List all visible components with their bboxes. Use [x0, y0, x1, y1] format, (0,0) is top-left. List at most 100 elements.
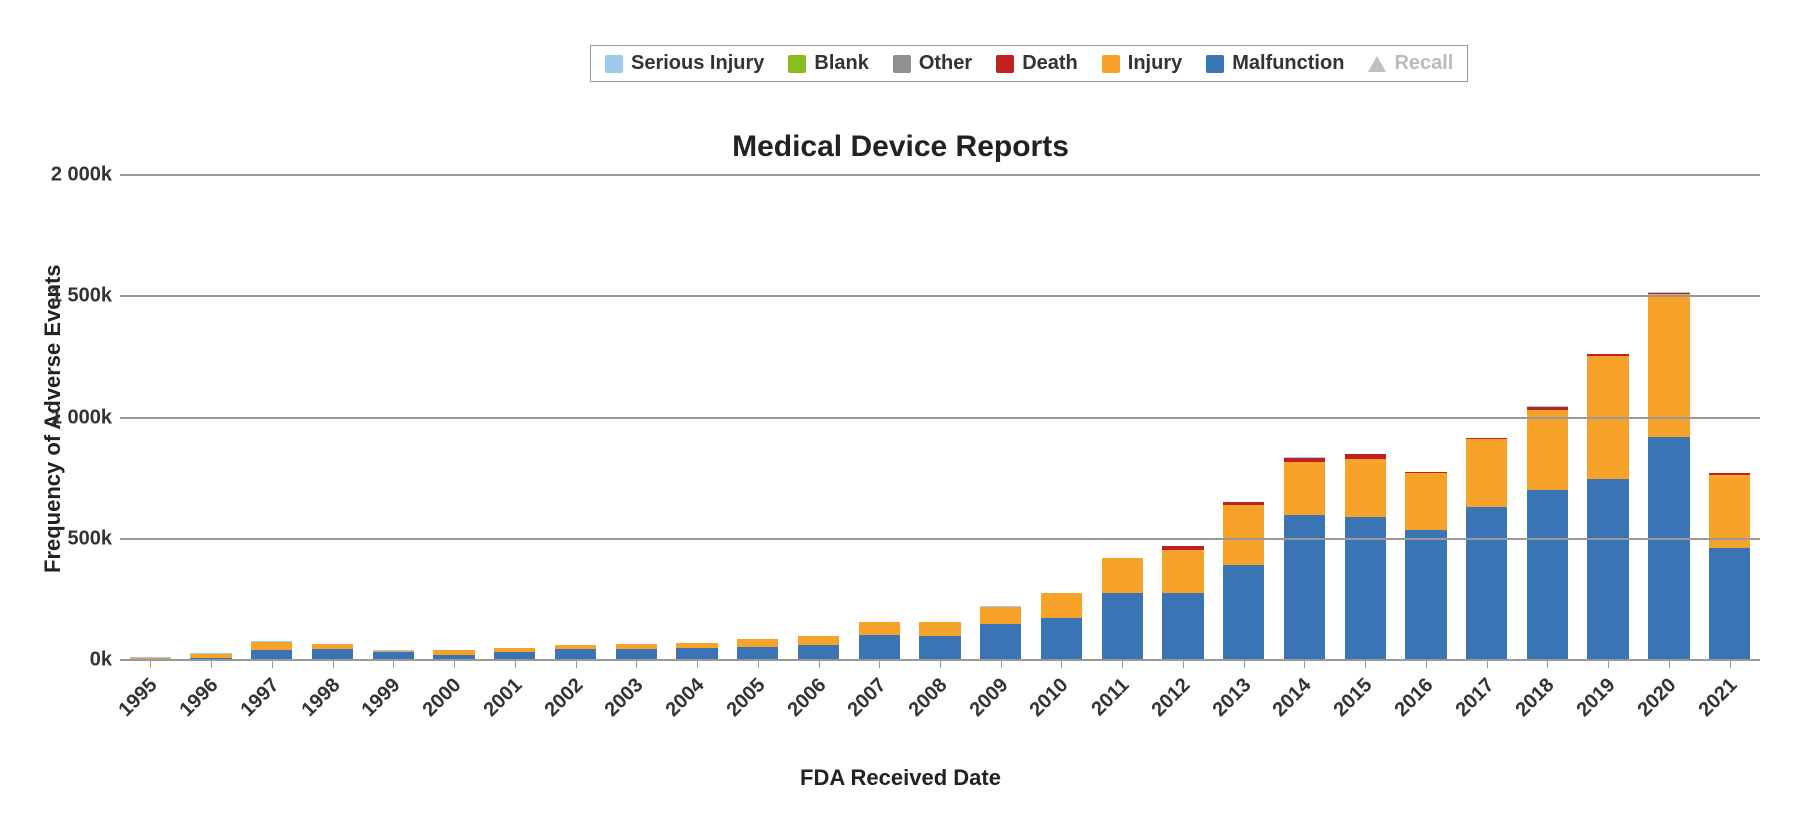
x-tick-label: 1997 — [236, 674, 284, 722]
bar-2010[interactable] — [1041, 593, 1082, 660]
bar-2021[interactable] — [1709, 473, 1750, 660]
bar-2008[interactable] — [919, 622, 960, 660]
bar-2007[interactable] — [859, 622, 900, 660]
bar-2018[interactable] — [1527, 406, 1568, 660]
x-tick-label: 2004 — [662, 674, 710, 722]
bar-segment-malfunction — [1284, 515, 1325, 661]
legend-label: Other — [919, 52, 972, 75]
x-tick-mark — [1365, 660, 1366, 668]
bar-2020[interactable] — [1648, 292, 1689, 660]
plot-area: 0k500k1 000k1 500k2 000k1995199619971998… — [120, 175, 1760, 660]
bar-segment-malfunction — [1648, 437, 1689, 660]
bar-segment-injury — [1648, 294, 1689, 437]
bar-2009[interactable] — [980, 606, 1021, 660]
x-tick-mark — [697, 660, 698, 668]
x-tick-mark — [576, 660, 577, 668]
x-tick-label: 2011 — [1088, 674, 1135, 721]
gridline — [120, 295, 1760, 297]
bar-2004[interactable] — [676, 643, 717, 660]
bar-2019[interactable] — [1587, 354, 1628, 660]
legend-swatch — [605, 55, 623, 73]
bar-2003[interactable] — [616, 644, 657, 660]
x-tick-mark — [1244, 660, 1245, 668]
x-tick-mark — [940, 660, 941, 668]
x-tick-label: 2019 — [1573, 674, 1621, 722]
bar-segment-injury — [1162, 550, 1203, 594]
bar-2014[interactable] — [1284, 457, 1325, 660]
bar-segment-malfunction — [1102, 593, 1143, 660]
bar-segment-malfunction — [1223, 565, 1264, 660]
gridline — [120, 417, 1760, 419]
x-tick-mark — [1547, 660, 1548, 668]
x-tick-mark — [393, 660, 394, 668]
bar-segment-injury — [859, 622, 900, 634]
x-tick-label: 1999 — [358, 674, 406, 722]
x-tick-mark — [819, 660, 820, 668]
legend-item-recall[interactable]: Recall — [1368, 52, 1453, 75]
bar-segment-injury — [1223, 505, 1264, 566]
bar-1997[interactable] — [251, 641, 292, 660]
x-tick-label: 2018 — [1512, 674, 1560, 722]
x-tick-label: 2003 — [601, 674, 649, 722]
x-tick-label: 2020 — [1633, 674, 1681, 722]
x-tick-label: 2001 — [479, 674, 527, 722]
x-tick-label: 2021 — [1694, 674, 1742, 722]
legend-item-death[interactable]: Death — [996, 52, 1078, 75]
legend-item-serious-injury[interactable]: Serious Injury — [605, 52, 764, 75]
x-tick-mark — [1304, 660, 1305, 668]
bar-2013[interactable] — [1223, 502, 1264, 660]
bar-segment-malfunction — [737, 647, 778, 660]
legend-item-malfunction[interactable]: Malfunction — [1206, 52, 1344, 75]
bar-2006[interactable] — [798, 636, 839, 660]
bar-2016[interactable] — [1405, 472, 1446, 660]
bar-segment-injury — [1102, 558, 1143, 593]
legend: Serious Injury Blank Other Death Injury Malfu… — [590, 45, 1468, 82]
x-tick-label: 2000 — [419, 674, 467, 722]
bar-segment-injury — [1466, 439, 1507, 507]
legend-swatch — [893, 55, 911, 73]
legend-label: Injury — [1128, 52, 1182, 75]
bar-2005[interactable] — [737, 639, 778, 660]
chart-title: Medical Device Reports — [0, 130, 1801, 164]
legend-item-blank[interactable]: Blank — [788, 52, 868, 75]
legend-swatch — [1102, 55, 1120, 73]
bar-segment-injury — [1284, 462, 1325, 514]
x-tick-label: 2010 — [1026, 674, 1074, 722]
bar-1998[interactable] — [312, 644, 353, 660]
bar-segment-injury — [980, 607, 1021, 624]
bar-2015[interactable] — [1345, 454, 1386, 660]
x-tick-mark — [1061, 660, 1062, 668]
bar-segment-injury — [1405, 473, 1446, 530]
legend-label: Malfunction — [1232, 52, 1344, 75]
gridline — [120, 538, 1760, 540]
y-tick-label: 1 500k — [51, 285, 120, 308]
x-tick-label: 2012 — [1147, 674, 1195, 722]
bar-2011[interactable] — [1102, 558, 1143, 660]
legend-item-other[interactable]: Other — [893, 52, 972, 75]
bar-segment-injury — [919, 622, 960, 635]
x-tick-mark — [1426, 660, 1427, 668]
bar-2012[interactable] — [1162, 546, 1203, 660]
bar-segment-malfunction — [859, 635, 900, 660]
y-tick-label: 0k — [90, 649, 120, 672]
legend-swatch — [996, 55, 1014, 73]
bar-2017[interactable] — [1466, 438, 1507, 660]
bar-segment-malfunction — [1709, 548, 1750, 660]
x-tick-mark — [636, 660, 637, 668]
bar-segment-malfunction — [1405, 530, 1446, 660]
x-tick-label: 2002 — [540, 674, 588, 722]
x-tick-mark — [150, 660, 151, 668]
bar-segment-malfunction — [1466, 507, 1507, 660]
x-tick-mark — [758, 660, 759, 668]
bar-2002[interactable] — [555, 645, 596, 660]
x-tick-mark — [1669, 660, 1670, 668]
x-tick-mark — [211, 660, 212, 668]
bar-segment-malfunction — [919, 636, 960, 660]
x-tick-label: 2007 — [844, 674, 892, 722]
bar-segment-injury — [1041, 593, 1082, 617]
bar-segment-malfunction — [1041, 618, 1082, 660]
bar-segment-malfunction — [798, 645, 839, 660]
x-axis-label: FDA Received Date — [0, 765, 1801, 791]
legend-item-injury[interactable]: Injury — [1102, 52, 1182, 75]
bar-segment-malfunction — [980, 624, 1021, 660]
